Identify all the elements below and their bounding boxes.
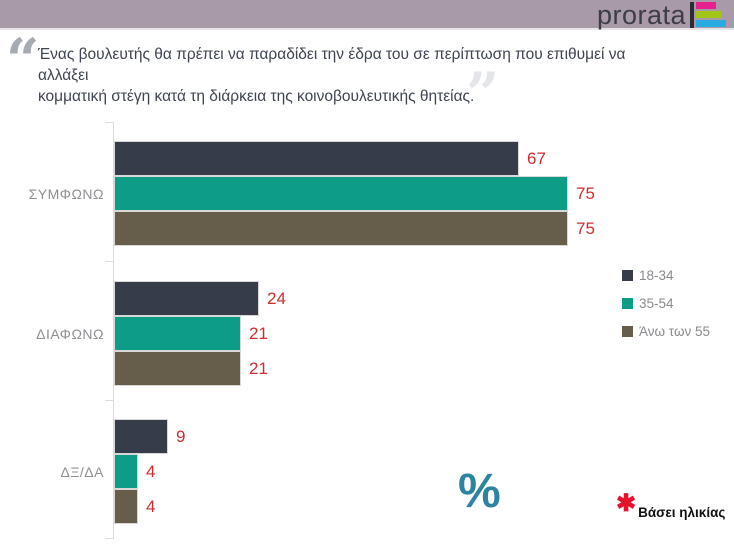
bar-row: 75 (114, 176, 734, 211)
legend: 18-34 35-54 Άνω των 55 (622, 266, 710, 350)
bar-35-54 (114, 176, 568, 211)
category-group-1: ΣΥΜΦΩΝΩ 67 75 75 (0, 141, 734, 246)
bar-row: 21 (114, 351, 734, 386)
legend-swatch-icon (622, 298, 633, 309)
value-label: 67 (527, 148, 546, 168)
bar-Άνω των 55 (114, 489, 138, 524)
logo-mini-bars (696, 1, 726, 29)
bar-row: 9 (114, 419, 734, 454)
category-group-3: ΔΞ/ΔΑ 9 4 4 (0, 419, 734, 524)
legend-label: 35-54 (639, 296, 674, 311)
question-line-2: κομματική στέγη κατά τη διάρκεια της κοι… (38, 88, 475, 105)
axis-tick (105, 261, 113, 262)
bar-row: 75 (114, 211, 734, 246)
legend-label: Άνω των 55 (639, 324, 711, 339)
bar-18-34 (114, 419, 168, 454)
category-label: ΔΙΑΦΩΝΩ (36, 325, 104, 342)
question-line-1: Ένας βουλευτής θα πρέπει να παραδίδει τη… (38, 46, 626, 84)
legend-item-35-54: 35-54 (622, 294, 710, 313)
header-bar: prorata (0, 0, 734, 30)
bar-35-54 (114, 454, 138, 489)
prorata-logo: prorata (597, 0, 726, 30)
bar-row: 4 (114, 454, 734, 489)
question-text: Ένας βουλευτής θα πρέπει να παραδίδει τη… (38, 44, 678, 107)
logo-bar-pink (696, 1, 716, 9)
logo-bar-green (696, 10, 721, 18)
bar-row: 24 (114, 281, 734, 316)
value-label: 9 (176, 426, 186, 446)
bar-row: 4 (114, 489, 734, 524)
bar-row: 21 (114, 316, 734, 351)
category-label: ΣΥΜΦΩΝΩ (28, 185, 104, 202)
legend-item-18-34: 18-34 (622, 266, 710, 285)
open-quote-icon: “ (6, 26, 40, 94)
value-label: 75 (576, 183, 595, 203)
footnote: ✱ Βάσει ηλικίας (616, 492, 726, 521)
bar-18-34 (114, 281, 259, 316)
bar-Άνω των 55 (114, 211, 568, 246)
legend-label: 18-34 (639, 268, 674, 283)
asterisk-icon: ✱ (616, 490, 637, 517)
legend-swatch-icon (622, 270, 633, 281)
bar-Άνω των 55 (114, 351, 241, 386)
percent-symbol: % (458, 465, 501, 518)
logo-stem-bar (690, 2, 694, 28)
bar-row: 67 (114, 141, 734, 176)
bar-35-54 (114, 316, 241, 351)
value-label: 24 (267, 288, 286, 308)
value-label: 21 (249, 323, 268, 343)
legend-item-Άνω των 55: Άνω των 55 (622, 322, 710, 341)
axis-tick (105, 538, 113, 539)
value-label: 4 (146, 496, 156, 516)
value-label: 4 (146, 461, 156, 481)
y-axis-line (113, 122, 114, 539)
category-group-2: ΔΙΑΦΩΝΩ 24 21 21 (0, 281, 734, 386)
footnote-text: Βάσει ηλικίας (638, 505, 726, 520)
close-quote-icon: ” (466, 60, 500, 128)
bar-18-34 (114, 141, 519, 176)
legend-swatch-icon (622, 326, 633, 337)
logo-bar-blue (696, 19, 726, 27)
value-label: 75 (576, 218, 595, 238)
prorata-logo-icon (690, 1, 726, 29)
prorata-logo-text: prorata (596, 0, 686, 30)
axis-tick (105, 400, 113, 401)
axis-tick (105, 122, 113, 123)
bar-chart: ΣΥΜΦΩΝΩ 67 75 75 ΔΙΑΦΩΝΩ 24 21 21 ΔΞ/ΔΑ 9 4 4 18-34… (0, 120, 734, 551)
value-label: 21 (249, 358, 268, 378)
category-label: ΔΞ/ΔΑ (60, 463, 104, 480)
